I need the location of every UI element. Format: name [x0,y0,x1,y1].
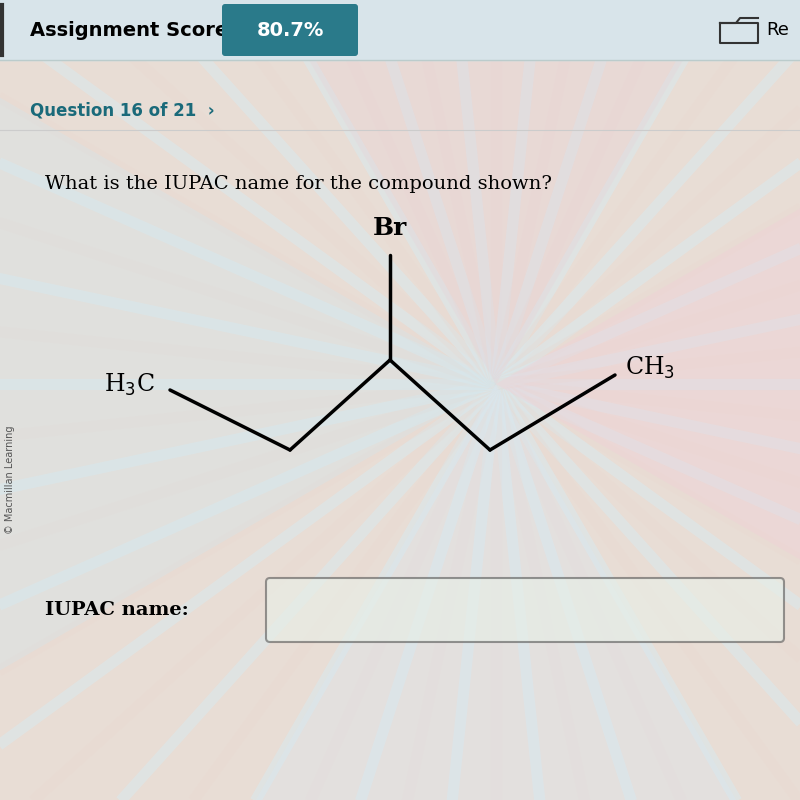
Bar [0,0,800,60]
Text: IUPAC name:: IUPAC name: [45,601,189,619]
Text: H$_3$C: H$_3$C [104,372,155,398]
Text: © Macmillan Learning: © Macmillan Learning [5,426,15,534]
Wedge shape [146,0,800,384]
Text: 80.7%: 80.7% [256,21,324,39]
Wedge shape [0,34,496,734]
Text: Assignment Score:: Assignment Score: [30,21,236,39]
Wedge shape [496,34,800,734]
FancyBboxPatch shape [266,578,784,642]
FancyBboxPatch shape [222,4,358,56]
Text: Re: Re [766,21,789,39]
Text: Br: Br [373,216,407,240]
Text: Question 16 of 21  ›: Question 16 of 21 › [30,101,214,119]
Wedge shape [146,384,800,800]
Text: What is the IUPAC name for the compound shown?: What is the IUPAC name for the compound … [45,175,552,193]
Text: CH$_3$: CH$_3$ [625,355,675,381]
